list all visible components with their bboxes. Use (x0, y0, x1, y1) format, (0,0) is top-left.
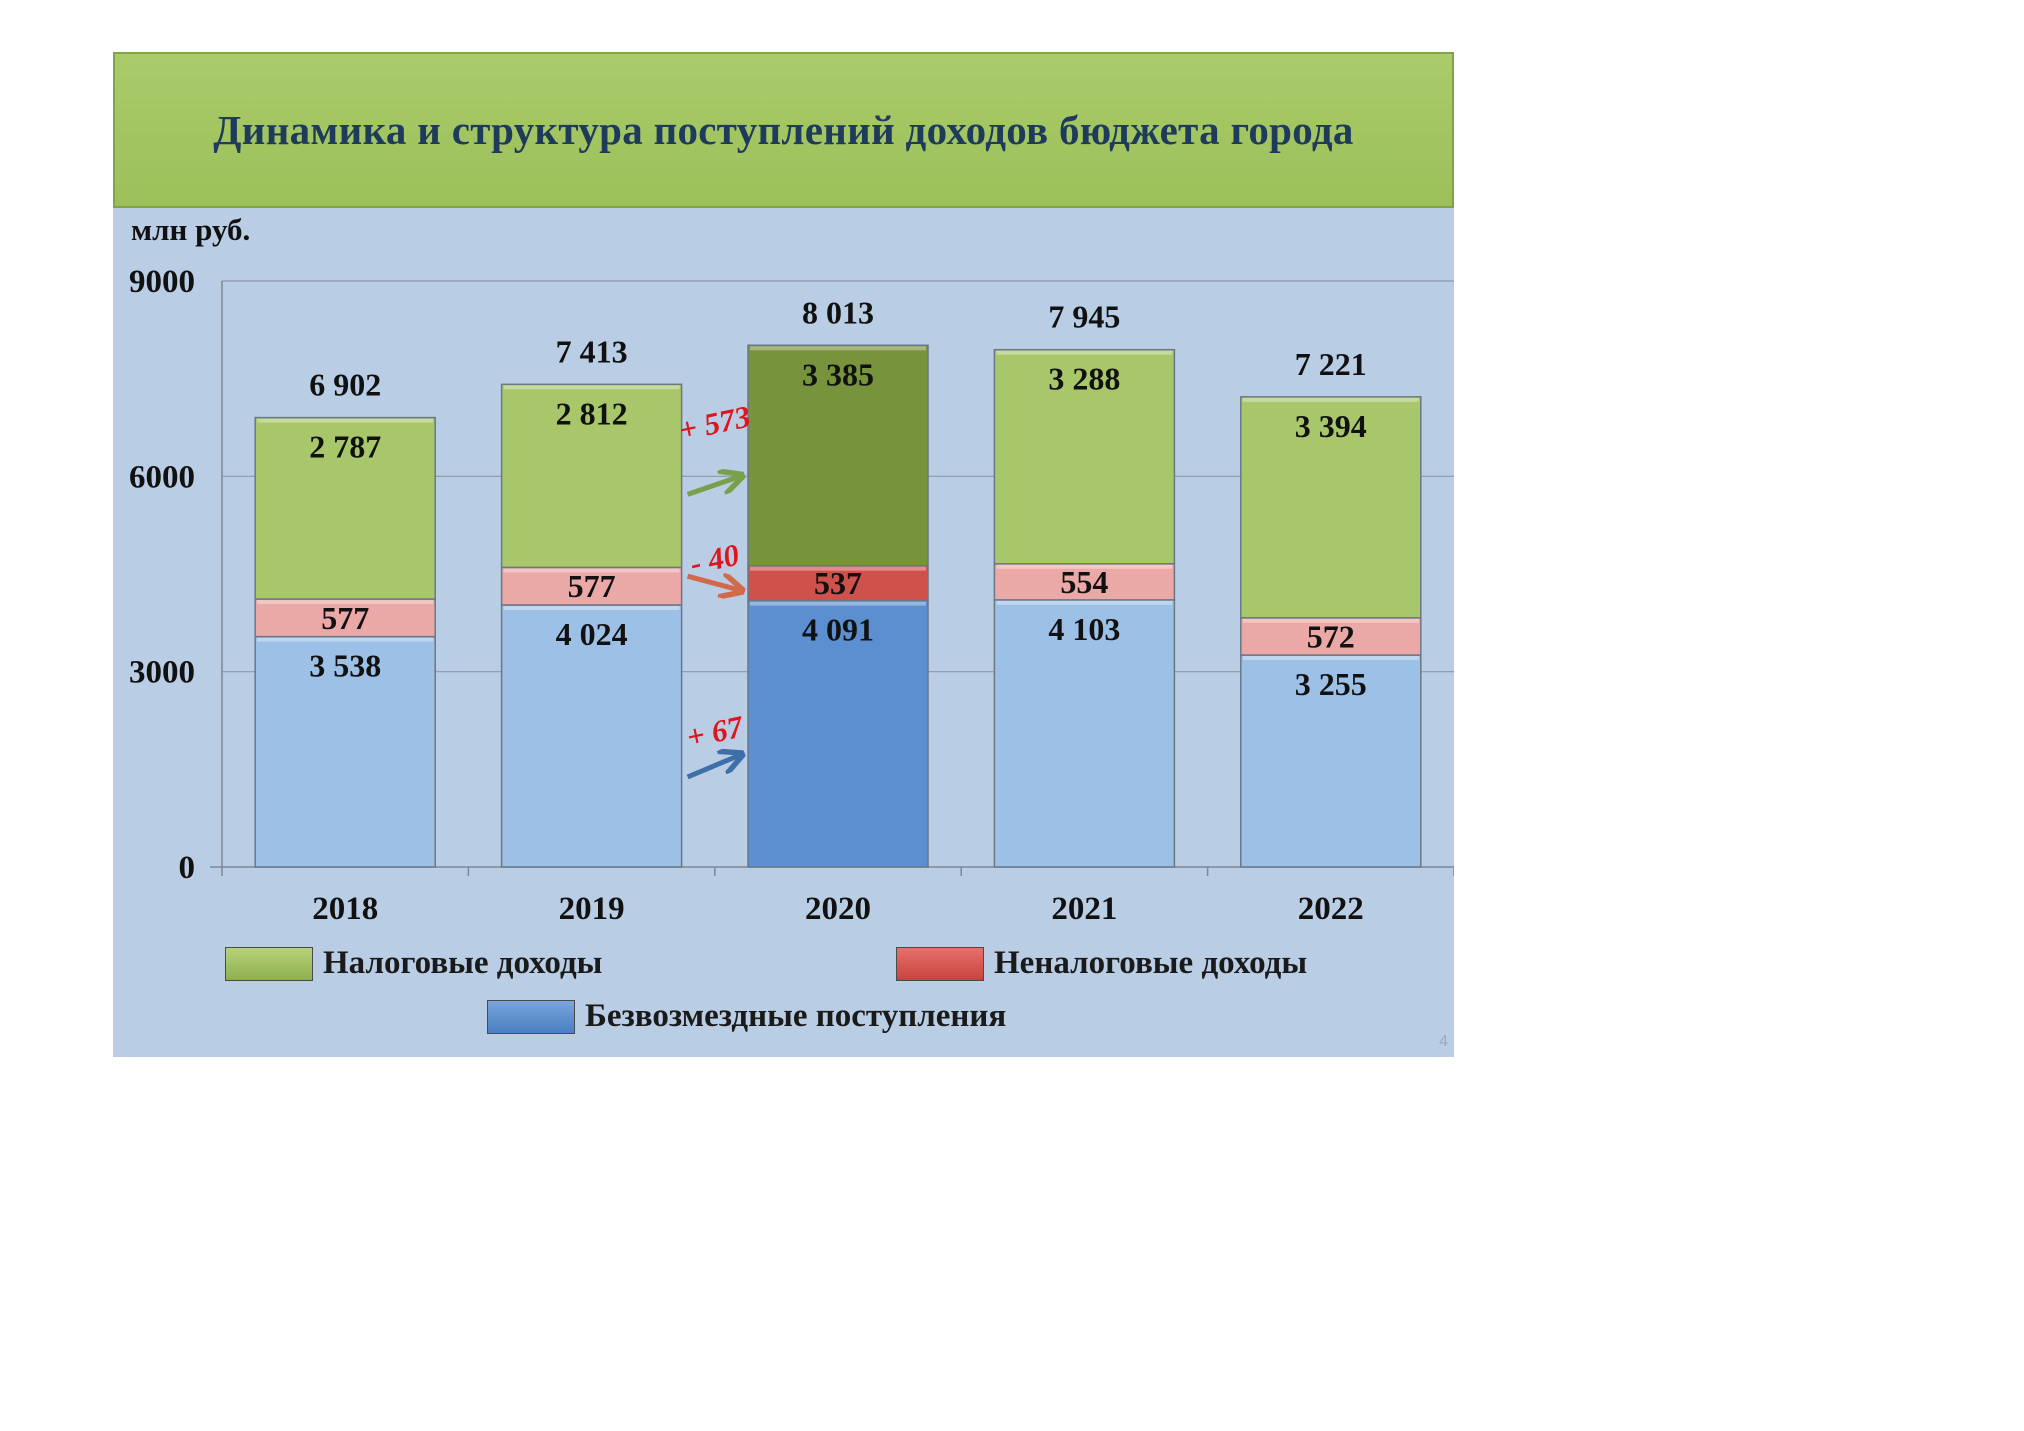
change-annotation: + 67 (683, 708, 747, 754)
data-label: 572 (1307, 618, 1355, 654)
x-tick-label: 2020 (805, 891, 871, 927)
legend-swatch-grants (487, 999, 575, 1034)
change-arrow (686, 476, 740, 497)
data-label: 577 (568, 568, 616, 604)
y-tick-label: 3000 (129, 655, 195, 691)
legend-item-grants: Безвозмездные поступления (487, 998, 1006, 1035)
bar-segment (747, 599, 929, 868)
total-label: 7 945 (1048, 299, 1120, 335)
bar-segment-highlight (1242, 656, 1419, 661)
x-tick-label: 2021 (1051, 891, 1117, 927)
bar-segment-highlight (1242, 618, 1419, 623)
change-arrow (686, 755, 740, 780)
title-banner: Динамика и структура поступлений доходов… (113, 52, 1454, 208)
legend-label-nontax: Неналоговые доходы (994, 945, 1308, 981)
bar-segment (500, 383, 683, 569)
data-label: 3 385 (802, 356, 874, 392)
unit-label: млн руб. (131, 212, 251, 247)
legend-item-tax: Налоговые доходы (225, 945, 602, 982)
chart-title: Динамика и структура поступлений доходов… (213, 107, 1354, 153)
data-label: 537 (814, 565, 862, 601)
bar-segment (254, 635, 436, 868)
bar-segment (993, 563, 1176, 601)
x-tick-label: 2022 (1298, 891, 1364, 927)
legend-label-grants: Безвозмездные поступления (585, 998, 1007, 1034)
data-label: 3 288 (1048, 361, 1120, 397)
bar-segment (500, 604, 683, 868)
bar-segment (1240, 396, 1422, 619)
data-label: 577 (321, 600, 369, 636)
bar-segment (500, 566, 683, 606)
bar-segment (254, 416, 436, 600)
bar-segment-highlight (750, 601, 926, 606)
bar-segment (254, 598, 436, 638)
bar-segment-highlight (750, 566, 926, 571)
total-label: 7 221 (1295, 346, 1367, 382)
x-tick-label: 2019 (559, 891, 625, 927)
legend-swatch-nontax (896, 946, 984, 981)
data-label: 554 (1060, 564, 1108, 600)
bar-segment-highlight (257, 600, 434, 605)
data-label: 2 812 (556, 395, 628, 431)
x-tick-label: 2018 (312, 891, 378, 927)
total-label: 8 013 (802, 294, 874, 330)
total-label: 6 902 (309, 367, 381, 403)
bar-segment (747, 564, 929, 602)
bar-segment (747, 344, 929, 567)
bar-segment-highlight (996, 564, 1173, 569)
bar-segment-highlight (750, 346, 926, 351)
data-label: 4 103 (1048, 611, 1120, 647)
change-annotation: + 573 (676, 398, 754, 447)
bar-segment-highlight (996, 600, 1173, 605)
bar-segment-highlight (503, 568, 680, 573)
bar-segment-highlight (1242, 397, 1419, 402)
data-label: 3 255 (1295, 666, 1367, 702)
legend-label-tax: Налоговые доходы (323, 945, 603, 981)
page-number: 4 (1439, 1033, 1448, 1050)
data-label: 3 394 (1295, 408, 1367, 444)
legend-item-nontax: Неналоговые доходы (896, 945, 1307, 982)
change-annotation: - 40 (687, 537, 742, 581)
bar-segment-highlight (503, 385, 680, 390)
bar-segment (993, 348, 1176, 565)
total-label: 7 413 (556, 333, 628, 369)
bar-segment-highlight (257, 637, 434, 642)
y-tick-label: 6000 (129, 459, 195, 495)
slide: Динамика и структура поступлений доходов… (113, 52, 1454, 1057)
bar-segment-highlight (503, 605, 680, 610)
legend-swatch-tax (225, 946, 313, 981)
y-tick-label: 0 (179, 850, 196, 886)
y-tick-label: 9000 (129, 264, 195, 300)
data-label: 2 787 (309, 429, 381, 465)
bar-segment-highlight (996, 350, 1173, 355)
data-label: 3 538 (309, 648, 381, 684)
change-arrow (686, 576, 740, 590)
bar-segment (1240, 617, 1422, 656)
stacked-bar-chart: 0 3000 6000 9000 3 538 577 2 787 6 902 2018 4 024… (129, 264, 1454, 927)
bar-segment (1240, 654, 1422, 868)
data-label: 4 024 (556, 616, 628, 652)
bar-segment (993, 599, 1176, 868)
data-label: 4 091 (802, 612, 874, 648)
bar-segment-highlight (257, 418, 434, 423)
